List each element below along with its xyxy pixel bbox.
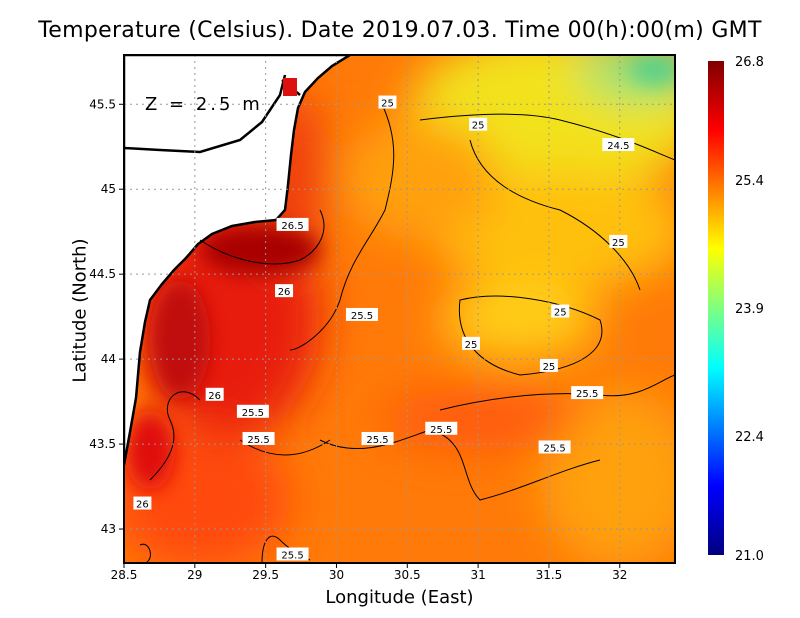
land-mask xyxy=(124,55,353,466)
contour-label: 25 xyxy=(543,362,556,373)
colorbar-tick-label: 23.9 xyxy=(735,302,764,317)
y-tick-label: 44.5 xyxy=(89,267,116,281)
contour-label: 24.5 xyxy=(607,141,629,152)
contour-label-bg xyxy=(609,234,628,248)
contour-label-bg xyxy=(361,431,394,445)
colorbar-ticks: 26.8 25.4 23.9 22.4 21.0 xyxy=(735,55,764,564)
contour-label-bg xyxy=(538,440,571,454)
plot-frame xyxy=(123,54,676,564)
contour-label-bg xyxy=(275,284,294,298)
contour-label: 25 xyxy=(465,340,478,351)
x-tick-label: 31.5 xyxy=(536,568,563,582)
contour-label-bg xyxy=(469,117,488,131)
contour-label-bg xyxy=(378,95,397,109)
y-tick-label: 44 xyxy=(101,352,116,366)
contour-label: 25.5 xyxy=(247,435,269,446)
plot-title: Temperature (Celsius). Date 2019.07.03. … xyxy=(38,18,762,43)
y-tick-label: 45.5 xyxy=(89,97,116,111)
x-tick-label: 29.5 xyxy=(252,568,279,582)
contour-label-bg xyxy=(551,304,570,318)
x-tick-label: 31 xyxy=(470,568,485,582)
temperature-field: 25 25 24.5 26.5 25 26 25.5 25 25 25 25.5 26 25.5 25.5… xyxy=(124,55,675,563)
contour-label: 25 xyxy=(612,238,625,249)
x-tick-label: 30 xyxy=(329,568,344,582)
contour-label: 25 xyxy=(381,99,394,110)
contour-label: 25.5 xyxy=(281,551,303,562)
contour-label: 26 xyxy=(278,287,291,298)
y-axis-ticks: 43 43.5 44 44.5 45 45.5 xyxy=(89,97,124,536)
colorbar-tick-label: 21.0 xyxy=(735,549,764,564)
contour-label-bg xyxy=(602,138,635,152)
x-axis-ticks: 28.5 29 29.5 30 30.5 31 31.5 32 xyxy=(111,563,627,582)
x-tick-label: 32 xyxy=(612,568,627,582)
contour-label: 25.5 xyxy=(576,389,598,400)
contour-label: 26.5 xyxy=(281,221,303,232)
contour-label: 25.5 xyxy=(242,408,264,419)
contour-label-bg xyxy=(462,336,481,350)
contour-label: 25 xyxy=(472,121,485,132)
y-tick-label: 43.5 xyxy=(89,437,116,451)
contour-label: 25.5 xyxy=(351,311,373,322)
contour-label-bg xyxy=(345,307,378,321)
contour-label-bg xyxy=(242,431,275,445)
contour-label: 26 xyxy=(208,391,221,402)
x-tick-label: 28.5 xyxy=(111,568,138,582)
contour-label-bg xyxy=(539,358,558,372)
y-tick-label: 45 xyxy=(101,182,116,196)
x-axis-label: Longitude (East) xyxy=(325,587,474,608)
grid-lines xyxy=(124,55,675,563)
colorbar-tick-label: 26.8 xyxy=(735,55,764,70)
colorbar-tick-label: 22.4 xyxy=(735,430,764,445)
colorbar xyxy=(708,61,724,555)
contour-label-bg xyxy=(276,217,309,231)
contour-label-bg xyxy=(276,547,309,561)
contour-label: 26 xyxy=(136,500,149,511)
contour-label-bg xyxy=(571,386,604,400)
contour-labels: 25 25 24.5 26.5 25 26 25.5 25 25 25 25.5 26 25.5 25.5… xyxy=(133,95,635,562)
contour-label: 25.5 xyxy=(366,435,388,446)
depth-label: Z = 2.5 m xyxy=(145,94,263,115)
contour-label-bg xyxy=(133,496,152,510)
contour-label: 25 xyxy=(554,308,567,319)
contour-label: 25.5 xyxy=(430,425,452,436)
colorbar-tick-label: 25.4 xyxy=(735,174,764,189)
x-tick-label: 29 xyxy=(187,568,202,582)
contour-label-bg xyxy=(205,387,224,401)
y-tick-label: 43 xyxy=(101,522,116,536)
contour-label: 25.5 xyxy=(543,443,565,454)
contour-label-bg xyxy=(425,421,458,435)
contour-label-bg xyxy=(236,404,269,418)
x-tick-label: 30.5 xyxy=(394,568,421,582)
